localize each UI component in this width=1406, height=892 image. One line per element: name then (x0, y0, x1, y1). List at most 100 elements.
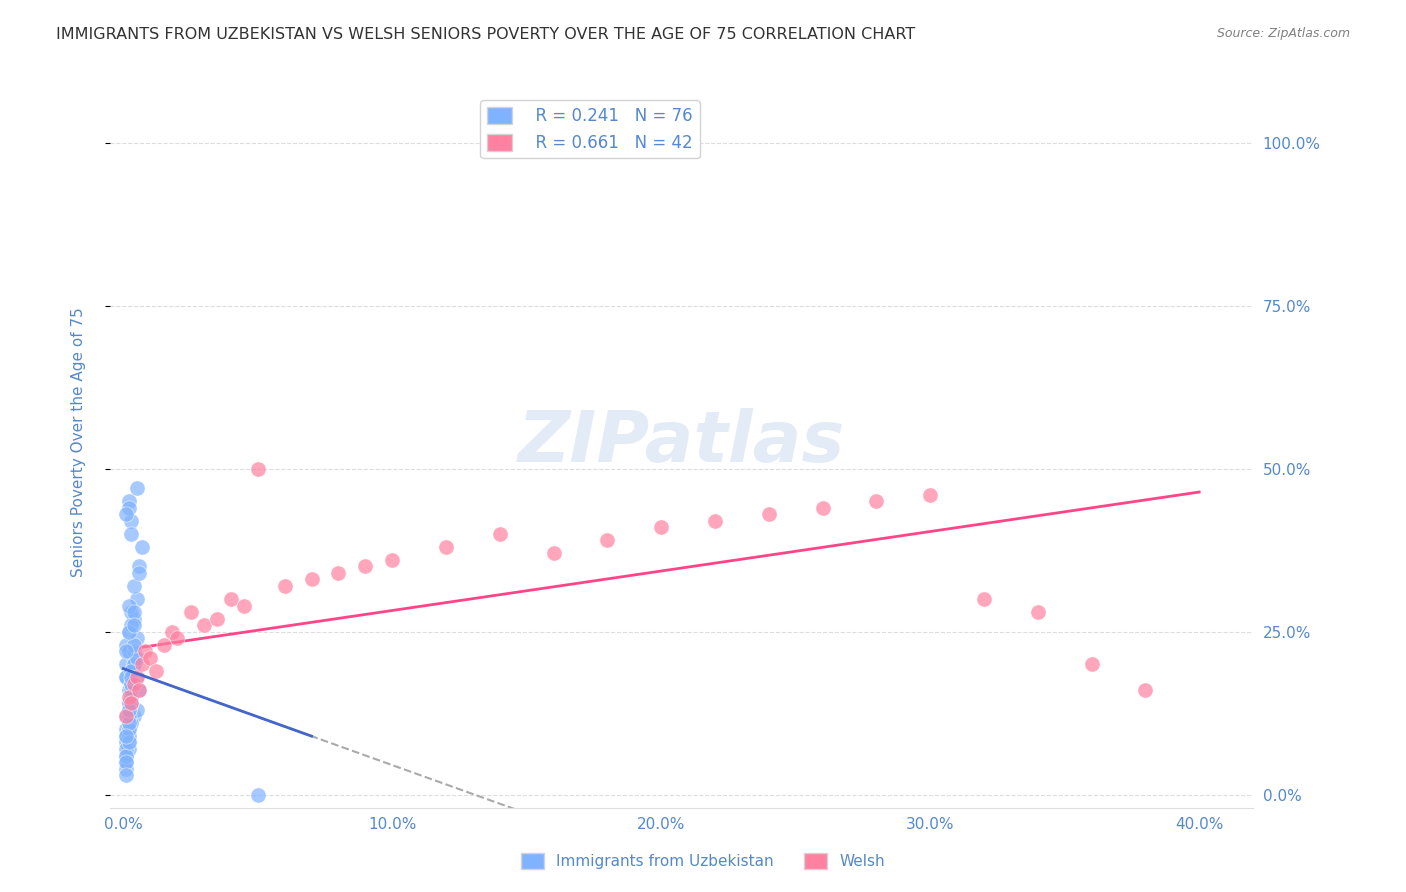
Point (115, 762, 138, 776)
Point (128, 683, 150, 698)
Point (118, 644, 141, 658)
Point (122, 709, 145, 723)
Point (120, 715, 142, 730)
Point (145, 664, 167, 678)
Point (120, 618, 142, 632)
Point (134, 644, 156, 658)
Point (704, 514, 727, 528)
Point (328, 566, 350, 580)
Point (120, 697, 142, 711)
Point (193, 618, 215, 632)
Point (118, 624, 141, 639)
Point (115, 735, 138, 749)
Point (118, 494, 141, 508)
Point (120, 670, 142, 684)
Point (128, 559, 150, 574)
Legend:   R = 0.241   N = 76,   R = 0.661   N = 42: R = 0.241 N = 76, R = 0.661 N = 42 (481, 101, 700, 159)
Point (125, 703, 148, 717)
Point (118, 735, 141, 749)
Point (118, 729, 141, 743)
Point (301, 573, 323, 587)
Point (120, 690, 142, 704)
Point (120, 514, 142, 528)
Point (122, 579, 145, 593)
Text: ZIPatlas: ZIPatlas (517, 408, 845, 477)
Point (128, 683, 150, 698)
Point (118, 742, 141, 756)
Legend: Immigrants from Uzbekistan, Welsh: Immigrants from Uzbekistan, Welsh (515, 847, 891, 875)
Point (354, 559, 377, 574)
Point (1026, 605, 1049, 619)
Point (115, 729, 138, 743)
Point (596, 533, 619, 548)
Point (120, 664, 142, 678)
Point (131, 540, 153, 554)
Point (207, 611, 229, 625)
Point (219, 592, 242, 607)
Point (125, 481, 148, 495)
Point (152, 638, 174, 652)
Point (120, 664, 142, 678)
Point (273, 579, 295, 593)
Point (115, 709, 138, 723)
Point (125, 670, 148, 684)
Point (125, 592, 148, 607)
Point (115, 723, 138, 737)
Point (543, 546, 565, 560)
Point (120, 526, 142, 541)
Point (973, 592, 995, 607)
Point (115, 748, 138, 763)
Point (920, 488, 942, 502)
Point (115, 729, 138, 743)
Point (118, 500, 141, 515)
Point (125, 650, 148, 665)
Point (758, 508, 780, 522)
Point (115, 742, 138, 756)
Point (118, 723, 141, 737)
Point (118, 723, 141, 737)
Point (118, 697, 141, 711)
Point (139, 650, 162, 665)
Point (122, 657, 145, 672)
Point (125, 631, 148, 645)
Point (811, 500, 834, 515)
Point (118, 703, 141, 717)
Point (115, 670, 138, 684)
Point (434, 540, 457, 554)
Point (115, 670, 138, 684)
Point (118, 599, 141, 613)
Point (115, 768, 138, 782)
Point (118, 697, 141, 711)
Point (1323, 735, 1346, 749)
Point (118, 709, 141, 723)
Point (122, 677, 145, 691)
Point (118, 715, 141, 730)
Point (118, 703, 141, 717)
Point (118, 683, 141, 698)
Point (246, 788, 269, 802)
Point (122, 611, 145, 625)
Point (120, 697, 142, 711)
Point (160, 624, 183, 639)
Point (120, 677, 142, 691)
Y-axis label: Seniors Poverty Over the Age of 75: Seniors Poverty Over the Age of 75 (72, 308, 86, 577)
Point (180, 605, 202, 619)
Point (122, 650, 145, 665)
Point (115, 755, 138, 769)
Point (122, 657, 145, 672)
Point (128, 566, 150, 580)
Point (115, 638, 138, 652)
Point (166, 631, 188, 645)
Point (131, 657, 153, 672)
Point (120, 677, 142, 691)
Point (118, 624, 141, 639)
Point (381, 553, 404, 567)
Point (120, 690, 142, 704)
Point (122, 618, 145, 632)
Point (120, 605, 142, 619)
Point (246, 461, 269, 475)
Point (120, 690, 142, 704)
Point (122, 605, 145, 619)
Point (125, 670, 148, 684)
Point (1080, 657, 1102, 672)
